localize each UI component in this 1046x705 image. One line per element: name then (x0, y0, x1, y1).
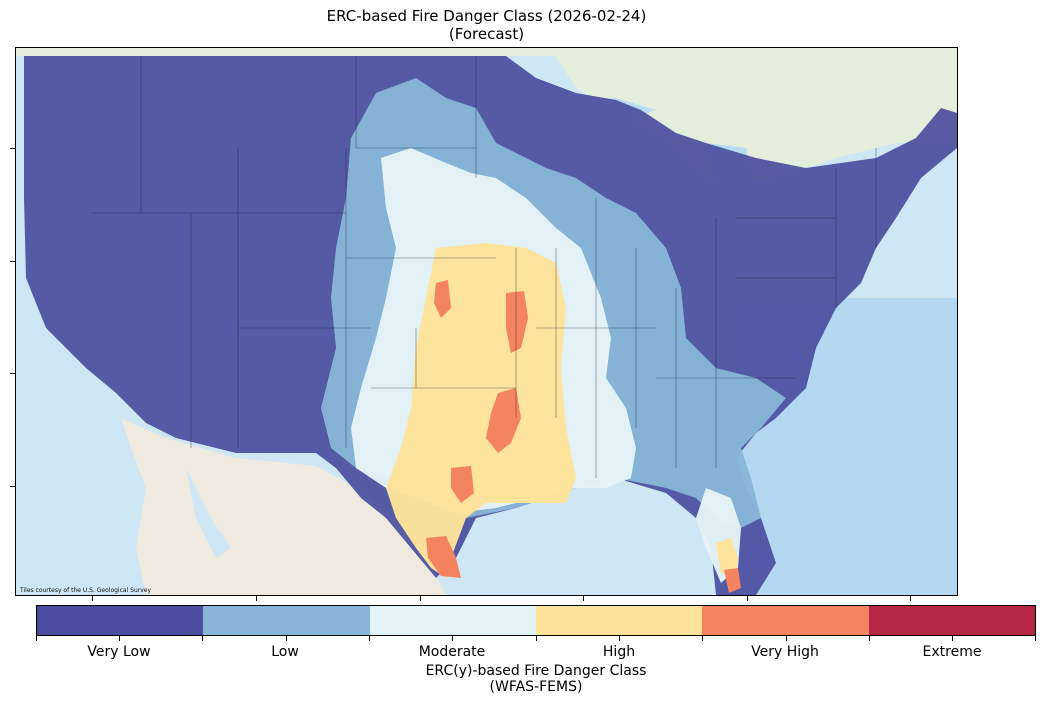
x-tick (256, 596, 257, 601)
colorbar-tick (286, 636, 287, 641)
map-panel[interactable]: Tiles courtesy of the U.S. Geological Su… (15, 47, 958, 596)
colorbar-tick (619, 636, 620, 641)
zone-very-high-ok (486, 388, 521, 453)
x-tick (420, 596, 421, 601)
colorbar-label: High (602, 644, 636, 660)
zone-very-high-ks-west (434, 280, 451, 318)
colorbar-tick (119, 636, 120, 641)
gulf-of-california (186, 468, 231, 558)
x-tick (92, 596, 93, 601)
title-line-2: (Forecast) (448, 25, 525, 43)
zone-very-high-ks-east (506, 291, 528, 353)
colorbar-tick (36, 636, 37, 641)
colorbar-tick (369, 636, 370, 641)
colorbar-high (535, 606, 703, 635)
chart-title: ERC-based Fire Danger Class (2026-02-24)… (0, 7, 973, 43)
zone-high (386, 243, 576, 578)
colorbar-label: Very Low (87, 644, 151, 660)
x-tick (747, 596, 748, 601)
colorbar-label: Very High (751, 644, 819, 660)
colorbar-very-low (37, 606, 204, 635)
fire-danger-map: Tiles courtesy of the U.S. Geological Su… (16, 48, 957, 595)
colorbar-tick (786, 636, 787, 641)
zone-very-high-tx-south (426, 536, 461, 578)
colorbar-label: Extreme (922, 644, 982, 660)
y-tick (10, 261, 15, 262)
y-tick (10, 148, 15, 149)
colorbar-moderate (369, 606, 536, 635)
state-boundaries (91, 56, 877, 478)
colorbar-title-line-2: (WFAS-FEMS) (489, 679, 583, 695)
zone-very-high-tx-central (451, 466, 474, 503)
colorbar-very-high (702, 606, 869, 635)
colorbar-title: ERC(y)-based Fire Danger Class (WFAS-FEM… (36, 663, 1036, 695)
colorbar-tick (452, 636, 453, 641)
zone-very-high-florida (724, 568, 741, 593)
y-tick (10, 373, 15, 374)
colorbar-tick (952, 636, 953, 641)
colorbar-tick (536, 636, 537, 641)
x-tick (910, 596, 911, 601)
colorbar-low (203, 606, 370, 635)
colorbar-tick (869, 636, 870, 641)
map-credit: Tiles courtesy of the U.S. Geological Su… (19, 587, 151, 594)
x-tick (583, 596, 584, 601)
mexico-land (121, 418, 446, 595)
colorbar-title-line-1: ERC(y)-based Fire Danger Class (425, 663, 647, 679)
colorbar-label: Moderate (418, 644, 486, 660)
title-line-1: ERC-based Fire Danger Class (2026-02-24) (326, 7, 647, 25)
colorbar-tick (1035, 636, 1036, 641)
colorbar (36, 605, 1036, 636)
colorbar-tick (202, 636, 203, 641)
colorbar-extreme (868, 606, 1035, 635)
y-tick (10, 486, 15, 487)
colorbar-label: Low (271, 644, 299, 660)
zone-high-florida (716, 538, 738, 578)
colorbar-tick (702, 636, 703, 641)
